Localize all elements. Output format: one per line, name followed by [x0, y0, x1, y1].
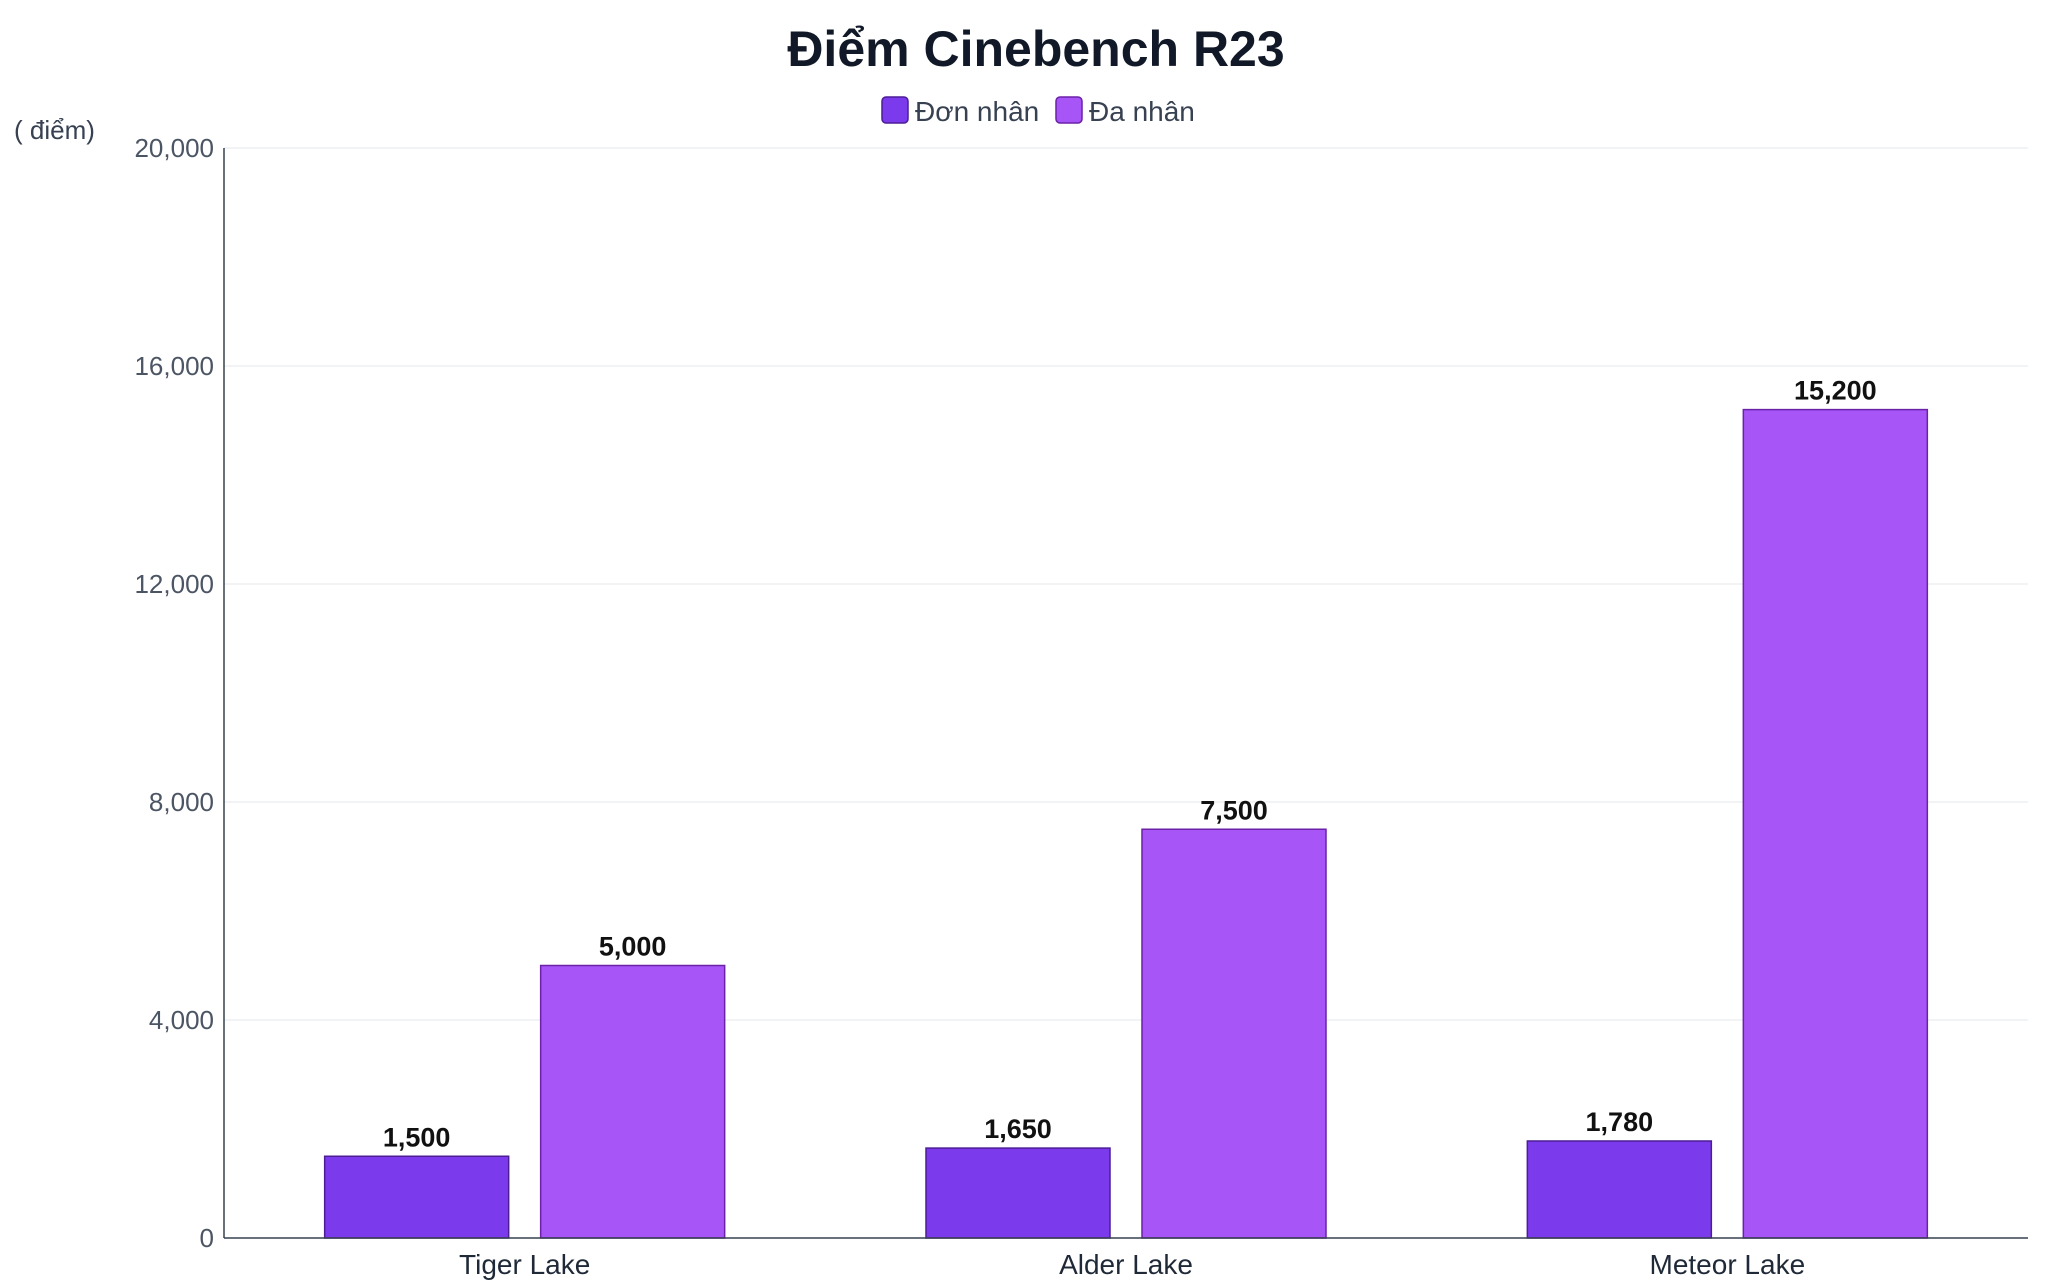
legend-swatch-single-core	[881, 96, 909, 124]
legend-label-single-core: Đơn nhân	[915, 96, 1039, 127]
chart-title: Điểm Cinebench R23	[787, 21, 1284, 77]
y-tick-label: 4,000	[149, 1005, 214, 1035]
y-tick-label: 12,000	[134, 569, 214, 599]
x-tick-label: Tiger Lake	[459, 1249, 590, 1280]
gridlines	[224, 147, 2028, 1021]
x-tick-label: Meteor Lake	[1650, 1249, 1806, 1280]
value-label: 1,500	[383, 1122, 451, 1152]
y-tick-label: 16,000	[134, 351, 214, 381]
y-tick-label: 8,000	[149, 787, 214, 817]
bar-single-core	[1526, 1140, 1713, 1239]
value-label: 1,780	[1586, 1107, 1654, 1137]
y-tick-label: 0	[200, 1223, 214, 1253]
legend-item-multi-core[interactable]: Đa nhân	[1055, 96, 1195, 127]
x-axis-ticks: Tiger Lake Alder Lake Meteor Lake	[459, 1249, 1805, 1280]
value-label: 7,500	[1200, 795, 1268, 825]
value-label: 1,650	[984, 1114, 1052, 1144]
bar-single-core	[925, 1147, 1111, 1239]
y-tick-label: 20,000	[134, 133, 214, 163]
bar-multi-core	[1141, 828, 1327, 1239]
value-label: 5,000	[599, 932, 667, 962]
y-axis-unit-label: ( điểm)	[14, 115, 95, 145]
legend[interactable]: Đơn nhân Đa nhân	[881, 96, 1195, 127]
x-tick-label: Alder Lake	[1059, 1249, 1193, 1280]
y-axis-ticks: 0 4,000 8,000 12,000 16,000 20,000	[134, 133, 214, 1253]
bar-single-core	[323, 1155, 510, 1239]
legend-item-single-core[interactable]: Đơn nhân	[881, 96, 1039, 127]
bar-multi-core	[539, 964, 726, 1239]
bars	[323, 408, 1929, 1239]
bar-multi-core	[1742, 408, 1929, 1239]
value-label: 15,200	[1794, 376, 1877, 406]
legend-swatch-multi-core	[1055, 96, 1083, 124]
legend-label-multi-core: Đa nhân	[1089, 96, 1195, 127]
value-labels: 1,500 5,000 1,650 7,500 1,780 15,200	[383, 376, 1877, 1153]
